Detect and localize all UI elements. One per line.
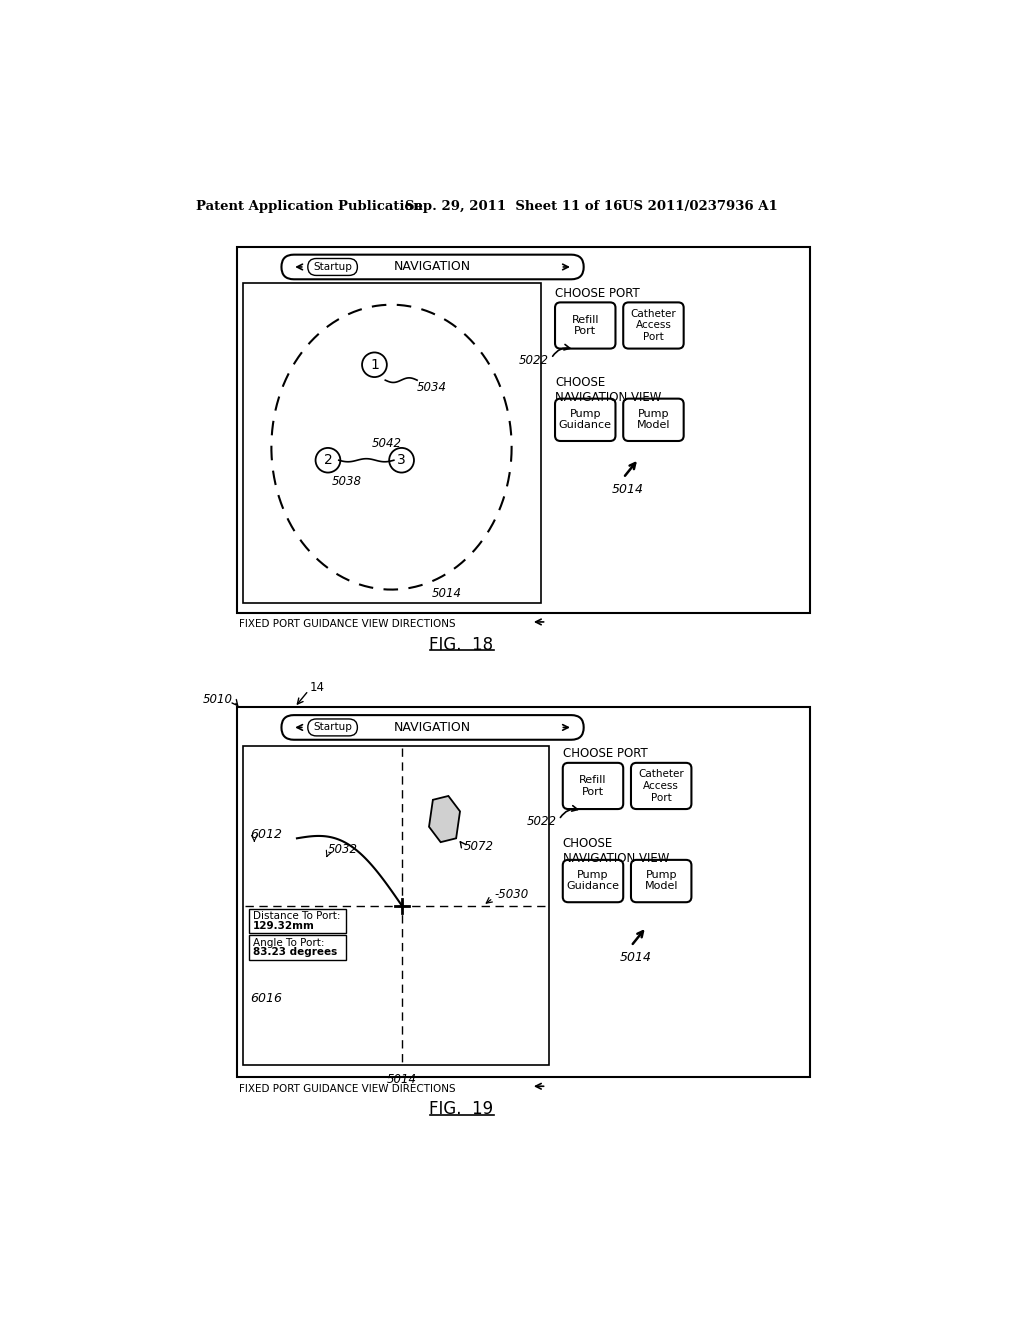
Text: CHOOSE PORT: CHOOSE PORT: [563, 747, 647, 760]
Text: 5014: 5014: [386, 1073, 417, 1086]
Text: 5014: 5014: [432, 587, 462, 601]
FancyBboxPatch shape: [631, 859, 691, 903]
Text: FIG.  18: FIG. 18: [429, 636, 494, 653]
Bar: [249, 935, 346, 960]
Bar: [249, 908, 346, 933]
Bar: [237, 708, 810, 1077]
FancyBboxPatch shape: [282, 255, 584, 280]
Text: FIXED PORT GUIDANCE VIEW DIRECTIONS: FIXED PORT GUIDANCE VIEW DIRECTIONS: [239, 1084, 456, 1093]
Text: 6016: 6016: [251, 991, 283, 1005]
Text: CHOOSE
NAVIGATION VIEW: CHOOSE NAVIGATION VIEW: [563, 837, 669, 865]
Text: 1: 1: [370, 358, 379, 372]
Text: -5030: -5030: [495, 888, 528, 902]
Text: NAVIGATION: NAVIGATION: [394, 260, 471, 273]
Text: Patent Application Publication: Patent Application Publication: [197, 199, 423, 213]
FancyBboxPatch shape: [555, 399, 615, 441]
Text: Distance To Port:: Distance To Port:: [253, 912, 340, 921]
Text: Startup: Startup: [313, 722, 352, 733]
FancyBboxPatch shape: [555, 302, 615, 348]
Text: 5042: 5042: [372, 437, 402, 450]
Text: 3: 3: [397, 453, 406, 467]
Text: 5014: 5014: [611, 483, 644, 496]
Text: FIXED PORT GUIDANCE VIEW DIRECTIONS: FIXED PORT GUIDANCE VIEW DIRECTIONS: [239, 619, 456, 630]
FancyBboxPatch shape: [624, 399, 684, 441]
Text: CHOOSE PORT: CHOOSE PORT: [555, 286, 640, 300]
Text: Pump
Guidance: Pump Guidance: [559, 409, 611, 430]
FancyBboxPatch shape: [308, 719, 357, 737]
Text: 5072: 5072: [464, 840, 494, 853]
Text: 129.32mm: 129.32mm: [253, 921, 314, 931]
Text: 5022: 5022: [519, 354, 549, 367]
Text: Catheter
Access
Port: Catheter Access Port: [638, 770, 684, 803]
FancyBboxPatch shape: [563, 763, 624, 809]
Text: 5032: 5032: [328, 843, 358, 857]
Polygon shape: [429, 796, 460, 842]
Text: Refill
Port: Refill Port: [571, 314, 599, 337]
Text: 83.23 degrees: 83.23 degrees: [253, 946, 337, 957]
Text: 5014: 5014: [620, 952, 651, 964]
Text: Angle To Port:: Angle To Port:: [253, 937, 325, 948]
Bar: [243, 746, 549, 1065]
FancyBboxPatch shape: [563, 859, 624, 903]
Text: FIG.  19: FIG. 19: [429, 1101, 494, 1118]
Bar: [237, 247, 810, 612]
Text: US 2011/0237936 A1: US 2011/0237936 A1: [623, 199, 778, 213]
FancyBboxPatch shape: [631, 763, 691, 809]
FancyBboxPatch shape: [624, 302, 684, 348]
Text: 5038: 5038: [332, 475, 361, 488]
Text: NAVIGATION: NAVIGATION: [394, 721, 471, 734]
Text: 5022: 5022: [526, 814, 557, 828]
Bar: [243, 284, 541, 603]
Text: Refill
Port: Refill Port: [580, 775, 607, 797]
Text: Sep. 29, 2011  Sheet 11 of 16: Sep. 29, 2011 Sheet 11 of 16: [406, 199, 623, 213]
Text: Startup: Startup: [313, 261, 352, 272]
FancyBboxPatch shape: [308, 259, 357, 276]
Text: 2: 2: [324, 453, 333, 467]
FancyBboxPatch shape: [282, 715, 584, 739]
Text: Catheter
Access
Port: Catheter Access Port: [631, 309, 676, 342]
Text: Pump
Model: Pump Model: [637, 409, 670, 430]
Text: 5034: 5034: [417, 381, 447, 395]
Text: 14: 14: [310, 681, 326, 694]
Text: Pump
Guidance: Pump Guidance: [566, 870, 620, 891]
Text: Pump
Model: Pump Model: [644, 870, 678, 891]
Text: CHOOSE
NAVIGATION VIEW: CHOOSE NAVIGATION VIEW: [555, 376, 662, 404]
Text: 6012: 6012: [251, 828, 283, 841]
Text: 5010: 5010: [203, 693, 232, 706]
